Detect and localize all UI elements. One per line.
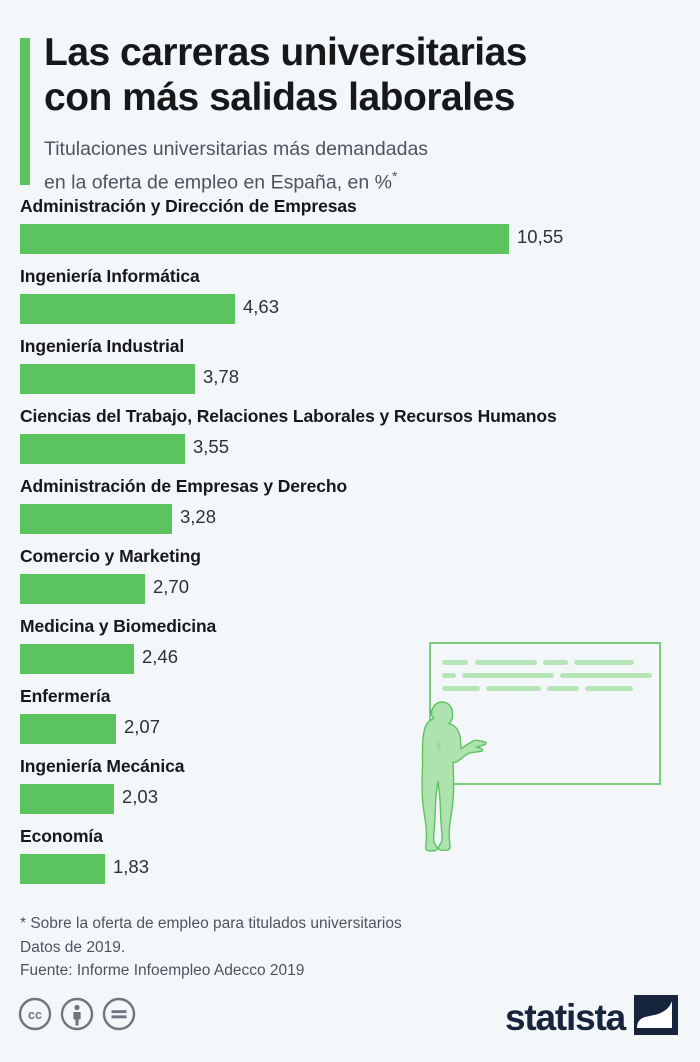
footnote-line-1: * Sobre la oferta de empleo para titulad… [20,915,402,932]
bar-fill[interactable] [20,574,145,604]
bar-value-label: 3,55 [193,436,230,457]
bar-fill[interactable] [20,294,235,324]
bar-track [20,574,145,604]
bar-value-label: 10,55 [517,226,564,247]
bar-track [20,504,172,534]
bar-category-label: Ingeniería Mecánica [20,756,185,776]
cc-nd-icon[interactable] [102,997,136,1036]
bar-fill[interactable] [20,644,134,674]
bar-chart: Administración y Dirección de Empresas 10… [0,196,700,906]
bar-track [20,294,235,324]
bar-track [20,364,195,394]
statista-logo[interactable]: statista [505,995,678,1040]
statista-wordmark: statista [505,996,626,1038]
bar-row: Ingeniería Informática 4,63 [0,266,700,336]
bar-value-label: 4,63 [243,296,280,317]
bar-category-label: Enfermería [20,686,111,706]
cc-by-icon[interactable] [60,997,94,1036]
title-line-1: Las carreras universitarias [44,31,528,74]
bar-fill[interactable] [20,504,172,534]
header: Las carreras universitarias con más sali… [0,0,700,196]
bar-track [20,854,105,884]
subtitle-asterisk: * [392,168,398,184]
bar-track [20,224,509,254]
bar-category-label: Medicina y Biomedicina [20,616,217,636]
subtitle-line-2-text: en la oferta de empleo en España, en % [44,171,392,194]
bar-fill[interactable] [20,854,105,884]
bar-track [20,714,116,744]
footnote-line-2: Datos de 2019. [20,938,126,956]
bar-category-label: Administración de Empresas y Derecho [20,476,348,496]
bar-value-label: 3,28 [180,506,217,527]
creative-commons-license: cc [18,997,136,1036]
bar-row: Enfermería 2,07 [0,686,700,756]
title-accent-bar [20,38,30,185]
bar-category-label: Ingeniería Industrial [20,336,185,356]
bar-row: Administración de Empresas y Derecho 3,28 [0,476,700,546]
title-line-2: con más salidas laborales [44,76,515,119]
bar-row: Economía 1,83 [0,826,700,896]
bar-category-label: Ciencias del Trabajo, Relaciones Laboral… [20,406,557,426]
footnote-source: Fuente: Informe Infoempleo Adecco 2019 [20,962,305,979]
bar-value-label: 2,07 [124,716,161,737]
bar-category-label: Ingeniería Informática [20,266,200,286]
bar-track [20,644,134,674]
page-title: Las carreras universitarias con más sali… [44,30,664,120]
bar-value-label: 2,46 [142,646,179,667]
bar-row: Ingeniería Mecánica 2,03 [0,756,700,826]
page-subtitle: Titulaciones universitarias más demandad… [44,136,664,197]
bar-track [20,784,114,814]
footer: cc statista [0,985,700,1062]
svg-text:cc: cc [28,1008,42,1022]
bar-row: Medicina y Biomedicina 2,46 [0,616,700,686]
bar-fill[interactable] [20,714,116,744]
statista-mark-icon [634,995,678,1040]
bar-category-label: Comercio y Marketing [20,546,201,566]
bar-category-label: Economía [20,826,103,846]
bar-row: Ciencias del Trabajo, Relaciones Laboral… [0,406,700,476]
bar-fill[interactable] [20,224,509,254]
bar-track [20,434,185,464]
bar-fill[interactable] [20,784,114,814]
bar-value-label: 2,70 [153,576,190,597]
bar-row: Administración y Dirección de Empresas 10… [0,196,700,266]
footnotes: * Sobre la oferta de empleo para titulad… [20,912,660,983]
bar-value-label: 2,03 [122,786,159,807]
bar-category-label: Administración y Dirección de Empresas [20,196,357,216]
bar-value-label: 1,83 [113,856,150,877]
subtitle-line-2: en la oferta de empleo en España, en %* [44,163,664,197]
cc-icon[interactable]: cc [18,997,52,1036]
subtitle-line-1: Titulaciones universitarias más demandad… [44,138,429,160]
bar-value-label: 3,78 [203,366,240,387]
bar-row: Ingeniería Industrial 3,78 [0,336,700,406]
bar-fill[interactable] [20,434,185,464]
bar-row: Comercio y Marketing 2,70 [0,546,700,616]
bar-fill[interactable] [20,364,195,394]
